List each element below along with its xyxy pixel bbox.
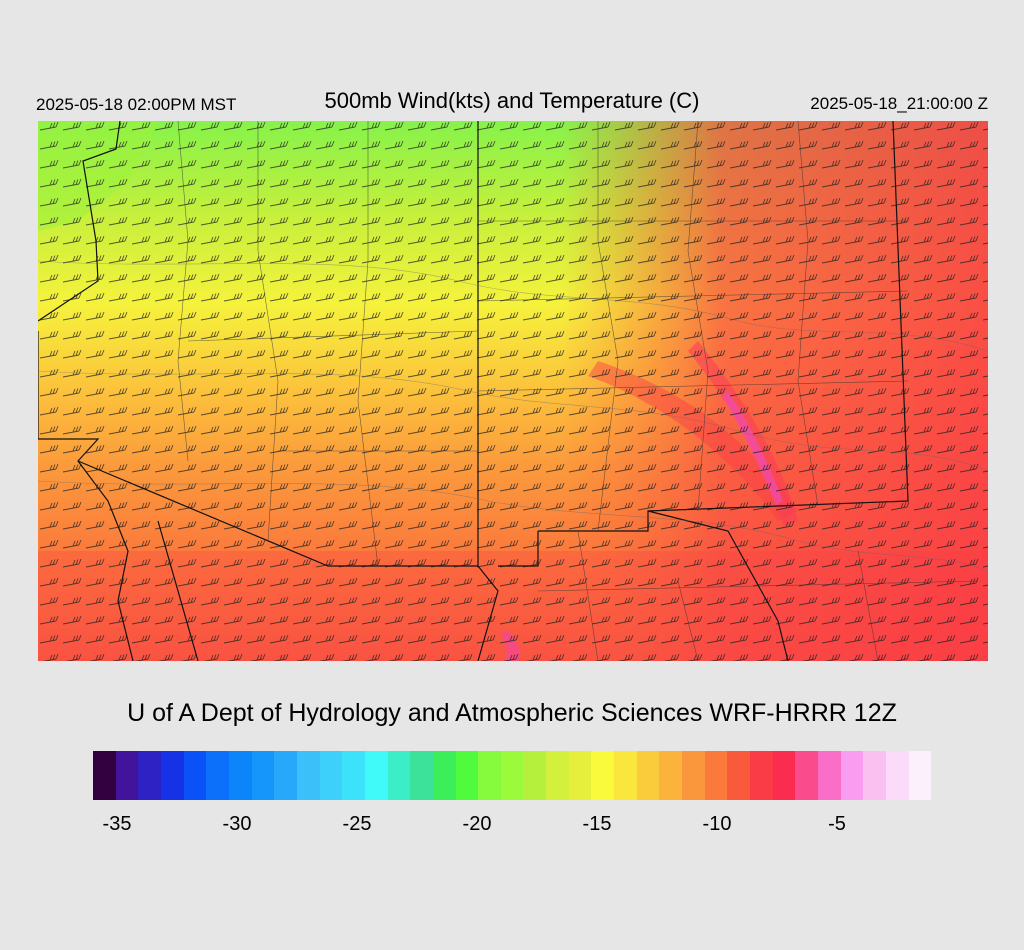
boundary-link: [498, 531, 539, 567]
colorbar-swatch: [908, 751, 932, 800]
temperature-colorbar: [93, 751, 932, 800]
colorbar-swatch: [500, 751, 524, 800]
colorbar-tick-label: -10: [702, 813, 732, 835]
colorbar-swatch: [364, 751, 388, 800]
colorbar-swatch: [160, 751, 184, 800]
boundaries: [38, 121, 909, 661]
valid-time-local: 2025-05-18 02:00PM MST: [36, 95, 237, 114]
colorbar-swatch: [410, 751, 433, 800]
colorbar-swatch: [772, 751, 796, 800]
colorbar-swatch: [614, 751, 637, 800]
colorbar-swatch: [591, 751, 615, 800]
colorbar-swatch: [251, 751, 275, 800]
colorbar-swatch: [682, 751, 705, 800]
colorbar-tick-label: -5: [828, 813, 846, 835]
colorbar-swatch: [206, 751, 229, 800]
credit-line: U of A Dept of Hydrology and Atmospheric…: [127, 699, 897, 727]
colorbar-tick-labels: -35 -30 -25 -20 -15 -10 -5: [0, 813, 1024, 839]
colorbar-swatch: [546, 751, 569, 800]
colorbar-swatch: [523, 751, 547, 800]
map-title: 500mb Wind(kts) and Temperature (C): [324, 88, 700, 113]
colorbar-tick-label: -25: [342, 813, 372, 835]
colorbar-swatch: [274, 751, 297, 800]
colorbar-swatch: [455, 751, 479, 800]
colorbar-swatch: [228, 751, 252, 800]
colorbar-swatch: [319, 751, 343, 800]
colorbar-swatch: [863, 751, 886, 800]
colorbar-swatch: [568, 751, 592, 800]
colorbar-tick-label: -35: [102, 813, 132, 835]
boundary-west: [38, 121, 121, 322]
colorbar-swatch: [138, 751, 161, 800]
colorbar-swatch: [750, 751, 773, 800]
colorbar-swatch: [840, 751, 864, 800]
colorbar-swatch: [704, 751, 728, 800]
colorbar-tick-label: -30: [222, 813, 252, 835]
colorbar-tick-label: -15: [582, 813, 612, 835]
county-lines: [177, 121, 979, 661]
colorbar-swatch: [478, 751, 501, 800]
colorbar-swatch: [727, 751, 751, 800]
temperature-wind-map: [38, 121, 988, 661]
valid-time-utc: 2025-05-18_21:00:00 Z: [810, 94, 988, 113]
wind-barbs: [38, 121, 988, 661]
colorbar-swatch: [659, 751, 683, 800]
colorbar-swatch: [183, 751, 207, 800]
boundary-coast: [38, 438, 134, 661]
colorbar-swatch: [885, 751, 909, 800]
boundary-inner-1: [157, 520, 199, 661]
map-panel: [38, 121, 988, 661]
colorbar-swatch: [387, 751, 411, 800]
colorbar-swatch: [818, 751, 841, 800]
colorbar-swatch: [342, 751, 365, 800]
colorbar-swatch: [636, 751, 660, 800]
colorbar-swatch: [296, 751, 320, 800]
colorbar-swatch: [432, 751, 456, 800]
colorbar-tick-label: -20: [462, 813, 492, 835]
temperature-contours: [38, 260, 988, 572]
colorbar-swatch: [795, 751, 818, 800]
colorbar-swatch: [115, 751, 139, 800]
colorbar-swatch: [93, 751, 116, 800]
